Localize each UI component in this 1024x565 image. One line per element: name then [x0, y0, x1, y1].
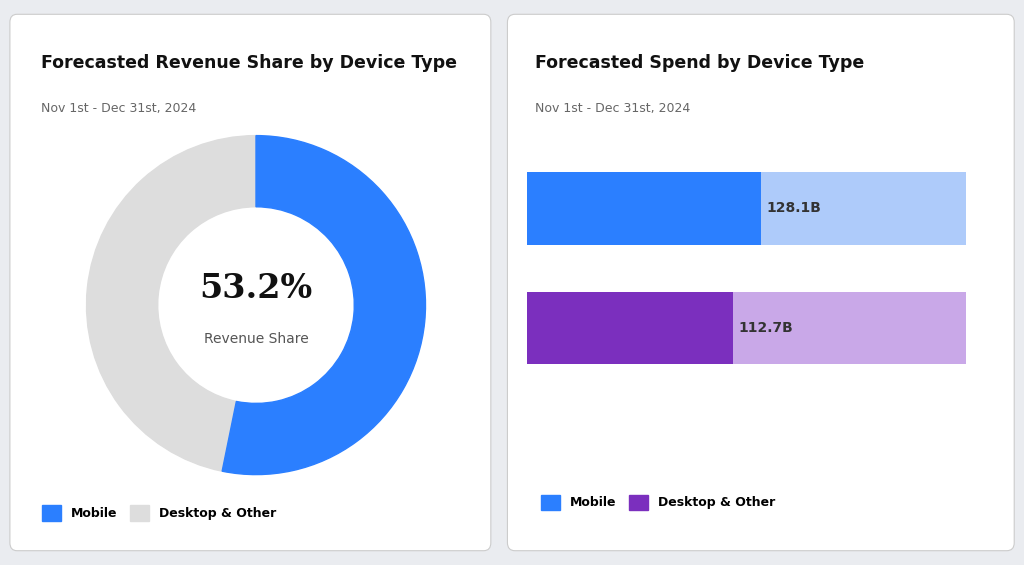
Text: Revenue Share: Revenue Share: [204, 332, 308, 346]
Text: Nov 1st - Dec 31st, 2024: Nov 1st - Dec 31st, 2024: [535, 102, 690, 115]
Bar: [761, 172, 966, 245]
Bar: [527, 292, 732, 364]
Text: Nov 1st - Dec 31st, 2024: Nov 1st - Dec 31st, 2024: [41, 102, 197, 115]
Text: Forecasted Revenue Share by Device Type: Forecasted Revenue Share by Device Type: [41, 54, 457, 72]
Wedge shape: [86, 136, 256, 471]
Bar: [732, 292, 966, 364]
Text: 128.1B: 128.1B: [766, 201, 821, 215]
Wedge shape: [222, 136, 426, 475]
Legend: Mobile, Desktop & Other: Mobile, Desktop & Other: [42, 505, 276, 520]
FancyBboxPatch shape: [10, 14, 490, 551]
Text: 53.2%: 53.2%: [200, 272, 312, 305]
Text: 112.7B: 112.7B: [738, 321, 793, 335]
Legend: Mobile, Desktop & Other: Mobile, Desktop & Other: [542, 495, 775, 510]
Bar: [527, 172, 761, 245]
Text: Forecasted Spend by Device Type: Forecasted Spend by Device Type: [535, 54, 864, 72]
FancyBboxPatch shape: [508, 14, 1014, 551]
